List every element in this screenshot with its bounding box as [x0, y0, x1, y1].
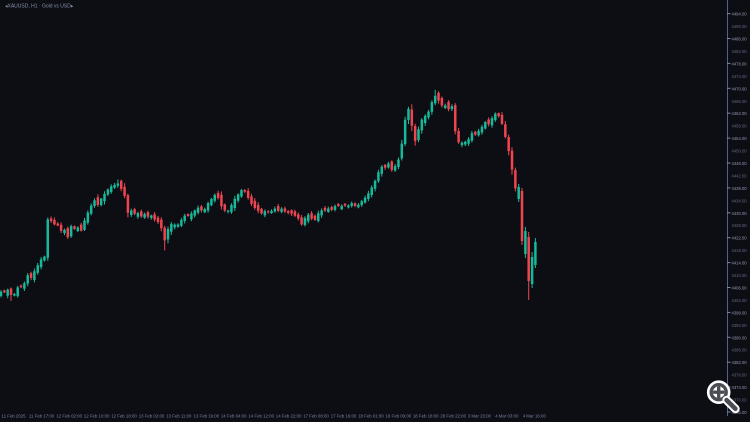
svg-text:4426.00: 4426.00	[732, 223, 748, 228]
svg-text:4434.00: 4434.00	[732, 198, 748, 203]
svg-text:4406.00: 4406.00	[732, 286, 748, 291]
svg-text:17 Feb 08:00: 17 Feb 08:00	[303, 414, 329, 419]
svg-text:14 Feb 04:00: 14 Feb 04:00	[221, 414, 247, 419]
svg-text:4486.00: 4486.00	[732, 37, 748, 42]
svg-text:4386.00: 4386.00	[732, 348, 748, 353]
svg-text:11 Feb 17:00: 11 Feb 17:00	[29, 414, 55, 419]
svg-text:12 Feb 10:00: 12 Feb 10:00	[84, 414, 110, 419]
svg-text:18 Feb 18:00: 18 Feb 18:00	[413, 414, 439, 419]
svg-text:4378.00: 4378.00	[732, 373, 748, 378]
svg-text:17 Feb 16:00: 17 Feb 16:00	[331, 414, 357, 419]
svg-text:4430.00: 4430.00	[732, 211, 748, 216]
svg-text:13 Feb 11:00: 13 Feb 11:00	[166, 414, 192, 419]
svg-text:4366.00: 4366.00	[732, 410, 748, 415]
svg-text:4490.00: 4490.00	[732, 24, 748, 29]
svg-text:4394.00: 4394.00	[732, 323, 748, 328]
svg-text:4446.00: 4446.00	[732, 161, 748, 166]
svg-text:11 Feb 2025: 11 Feb 2025	[2, 414, 27, 419]
svg-text:4418.00: 4418.00	[732, 248, 748, 253]
svg-text:4 Mar 03:00: 4 Mar 03:00	[495, 414, 519, 419]
svg-text:4454.00: 4454.00	[732, 136, 748, 141]
svg-text:4470.00: 4470.00	[732, 86, 748, 91]
svg-text:4474.00: 4474.00	[732, 74, 748, 79]
svg-text:4382.00: 4382.00	[732, 360, 748, 365]
svg-text:4390.00: 4390.00	[732, 335, 748, 340]
svg-text:4494.00: 4494.00	[732, 12, 748, 17]
svg-text:12 Feb 02:00: 12 Feb 02:00	[56, 414, 82, 419]
svg-text:13 Feb 02:00: 13 Feb 02:00	[139, 414, 165, 419]
svg-text:4398.00: 4398.00	[732, 310, 748, 315]
svg-text:3 Mar 23:00: 3 Mar 23:00	[468, 414, 492, 419]
svg-text:4414.00: 4414.00	[732, 261, 748, 266]
svg-text:4466.00: 4466.00	[732, 99, 748, 104]
svg-text:14 Feb 22:00: 14 Feb 22:00	[276, 414, 302, 419]
svg-text:◂XAUUSD, H1 · Gold vs USD▸: ◂XAUUSD, H1 · Gold vs USD▸	[5, 3, 74, 9]
svg-text:4442.00: 4442.00	[732, 173, 748, 178]
svg-text:4410.00: 4410.00	[732, 273, 748, 278]
svg-text:18 Feb 09:00: 18 Feb 09:00	[386, 414, 412, 419]
svg-text:14 Feb 12:00: 14 Feb 12:00	[248, 414, 274, 419]
svg-text:4374.00: 4374.00	[732, 385, 748, 390]
svg-text:4422.00: 4422.00	[732, 236, 748, 241]
svg-text:4482.00: 4482.00	[732, 49, 748, 54]
svg-text:4402.00: 4402.00	[732, 298, 748, 303]
svg-text:4458.00: 4458.00	[732, 124, 748, 129]
svg-text:28 Feb 22:00: 28 Feb 22:00	[440, 414, 466, 419]
svg-text:13 Feb 19:00: 13 Feb 19:00	[194, 414, 220, 419]
svg-text:12 Feb 18:00: 12 Feb 18:00	[111, 414, 137, 419]
svg-text:4 Mar 16:00: 4 Mar 16:00	[523, 414, 547, 419]
svg-text:4438.00: 4438.00	[732, 186, 748, 191]
svg-text:4450.00: 4450.00	[732, 149, 748, 154]
svg-text:4478.00: 4478.00	[732, 61, 748, 66]
svg-text:18 Feb 01:00: 18 Feb 01:00	[358, 414, 384, 419]
svg-text:4370.00: 4370.00	[732, 398, 748, 403]
svg-text:4462.00: 4462.00	[732, 111, 748, 116]
